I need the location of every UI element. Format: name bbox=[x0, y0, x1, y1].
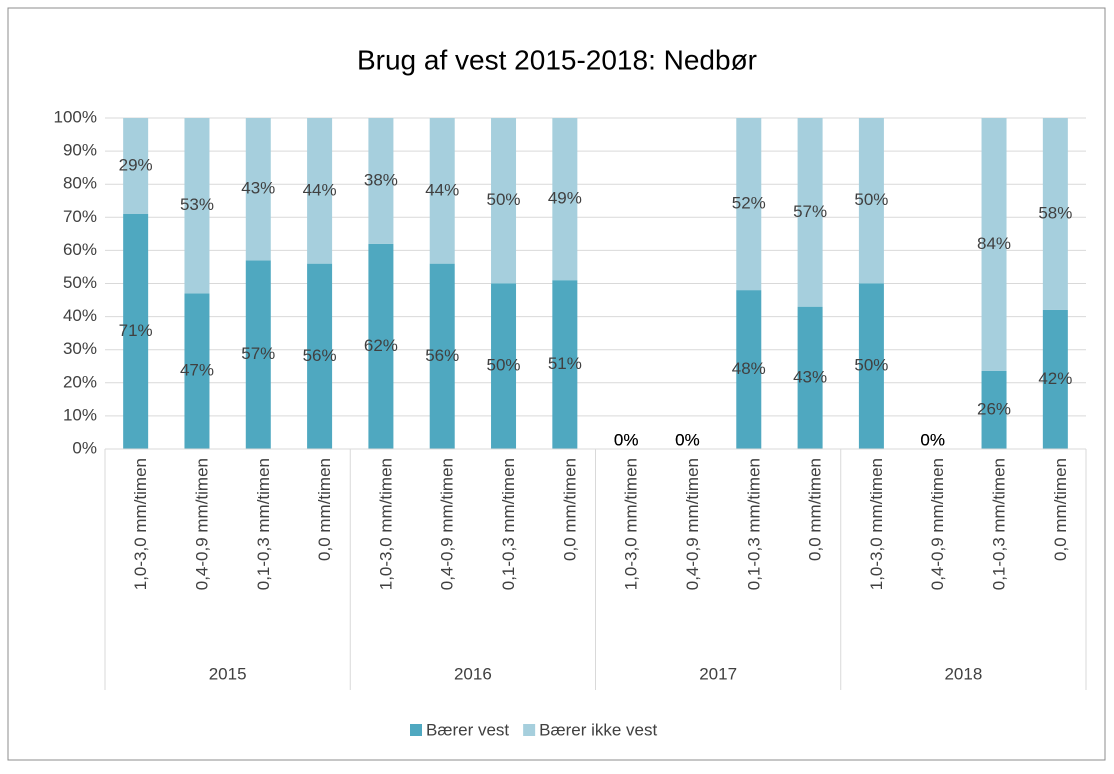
y-tick-label: 0% bbox=[72, 438, 97, 457]
data-label: 38% bbox=[364, 170, 398, 189]
y-tick-label: 50% bbox=[63, 273, 97, 292]
bar-segment bbox=[797, 118, 823, 307]
bar-segment bbox=[797, 306, 823, 449]
bar-segment bbox=[368, 118, 394, 244]
data-label: 71% bbox=[119, 321, 153, 340]
data-label: 47% bbox=[180, 361, 214, 380]
data-label: 58% bbox=[1038, 203, 1072, 222]
x-tick-label: 1,0-3,0 mm/timen bbox=[376, 458, 395, 590]
bar-segment bbox=[1042, 309, 1068, 449]
group-label: 2016 bbox=[454, 664, 492, 683]
group-label: 2017 bbox=[699, 664, 737, 683]
data-label: 0% bbox=[920, 430, 945, 449]
bar-segment bbox=[307, 118, 333, 264]
x-tick-label: 1,0-3,0 mm/timen bbox=[867, 458, 886, 590]
data-label: 57% bbox=[241, 344, 275, 363]
y-tick-label: 70% bbox=[63, 207, 97, 226]
legend-swatch bbox=[410, 724, 422, 736]
data-label: 53% bbox=[180, 195, 214, 214]
data-label: 43% bbox=[793, 367, 827, 386]
x-tick-label: 0,0 mm/timen bbox=[1051, 458, 1070, 561]
data-label: 0% bbox=[675, 430, 700, 449]
y-tick-label: 20% bbox=[63, 372, 97, 391]
bar-segment bbox=[981, 370, 1007, 449]
data-label: 42% bbox=[1038, 369, 1072, 388]
x-tick-label: 0,1-0,3 mm/timen bbox=[744, 458, 763, 590]
bar-segment bbox=[123, 213, 149, 449]
group-label: 2018 bbox=[944, 664, 982, 683]
x-tick-label: 0,1-0,3 mm/timen bbox=[254, 458, 273, 590]
y-tick-label: 10% bbox=[63, 405, 97, 424]
data-label: 51% bbox=[548, 354, 582, 373]
legend-label: Bærer ikke vest bbox=[539, 720, 657, 739]
bar-segment bbox=[184, 293, 210, 449]
x-tick-label: 0,0 mm/timen bbox=[560, 458, 579, 561]
data-label: 49% bbox=[548, 189, 582, 208]
legend-label: Bærer vest bbox=[426, 720, 509, 739]
legend-swatch bbox=[523, 724, 536, 736]
data-label: 52% bbox=[732, 194, 766, 213]
x-tick-label: 0,0 mm/timen bbox=[315, 458, 334, 561]
y-tick-label: 80% bbox=[63, 174, 97, 193]
data-label: 62% bbox=[364, 336, 398, 355]
x-tick-label: 0,1-0,3 mm/timen bbox=[499, 458, 518, 590]
x-tick-label: 0,0 mm/timen bbox=[806, 458, 825, 561]
y-tick-label: 30% bbox=[63, 339, 97, 358]
bar-segment bbox=[1042, 118, 1068, 310]
data-label: 43% bbox=[241, 179, 275, 198]
data-label: 0% bbox=[675, 430, 700, 449]
x-tick-label: 1,0-3,0 mm/timen bbox=[131, 458, 150, 590]
bar-segment bbox=[368, 243, 394, 449]
data-label: 44% bbox=[425, 180, 459, 199]
bar-segment bbox=[491, 118, 517, 284]
bar-segment bbox=[552, 118, 578, 281]
x-tick-label: 0,4-0,9 mm/timen bbox=[683, 458, 702, 590]
bar-segment bbox=[736, 290, 762, 449]
bar-segment bbox=[245, 118, 271, 261]
y-tick-label: 90% bbox=[63, 141, 97, 160]
group-label: 2015 bbox=[209, 664, 247, 683]
bar-segment bbox=[184, 118, 210, 294]
bar-segment bbox=[552, 280, 578, 449]
y-tick-label: 100% bbox=[54, 107, 97, 126]
bar-segment bbox=[981, 118, 1007, 371]
data-label: 50% bbox=[854, 356, 888, 375]
bar-segment bbox=[491, 283, 517, 449]
x-tick-label: 0,4-0,9 mm/timen bbox=[438, 458, 457, 590]
x-tick-label: 0,1-0,3 mm/timen bbox=[990, 458, 1009, 590]
bar-segment bbox=[858, 283, 884, 449]
data-label: 26% bbox=[977, 399, 1011, 418]
data-label: 56% bbox=[303, 346, 337, 365]
data-label: 0% bbox=[614, 430, 639, 449]
data-label: 50% bbox=[487, 190, 521, 209]
data-label: 48% bbox=[732, 359, 766, 378]
data-label: 50% bbox=[854, 190, 888, 209]
x-tick-label: 1,0-3,0 mm/timen bbox=[622, 458, 641, 590]
data-label: 84% bbox=[977, 234, 1011, 253]
data-label: 44% bbox=[303, 180, 337, 199]
bar-segment bbox=[736, 118, 762, 291]
data-label: 0% bbox=[614, 430, 639, 449]
bar-segment bbox=[429, 118, 455, 264]
bar-segment bbox=[858, 118, 884, 284]
bar-segment bbox=[307, 263, 333, 449]
data-label: 29% bbox=[119, 155, 153, 174]
data-label: 0% bbox=[920, 430, 945, 449]
x-tick-label: 0,4-0,9 mm/timen bbox=[192, 458, 211, 590]
x-tick-label: 0,4-0,9 mm/timen bbox=[928, 458, 947, 590]
data-label: 56% bbox=[425, 346, 459, 365]
bar-segment bbox=[123, 118, 149, 214]
bar-segment bbox=[245, 260, 271, 449]
data-label: 50% bbox=[487, 356, 521, 375]
bar-segment bbox=[429, 263, 455, 449]
chart-title: Brug af vest 2015-2018: Nedbør bbox=[357, 44, 757, 75]
y-tick-label: 60% bbox=[63, 240, 97, 259]
y-tick-label: 40% bbox=[63, 306, 97, 325]
data-label: 57% bbox=[793, 202, 827, 221]
